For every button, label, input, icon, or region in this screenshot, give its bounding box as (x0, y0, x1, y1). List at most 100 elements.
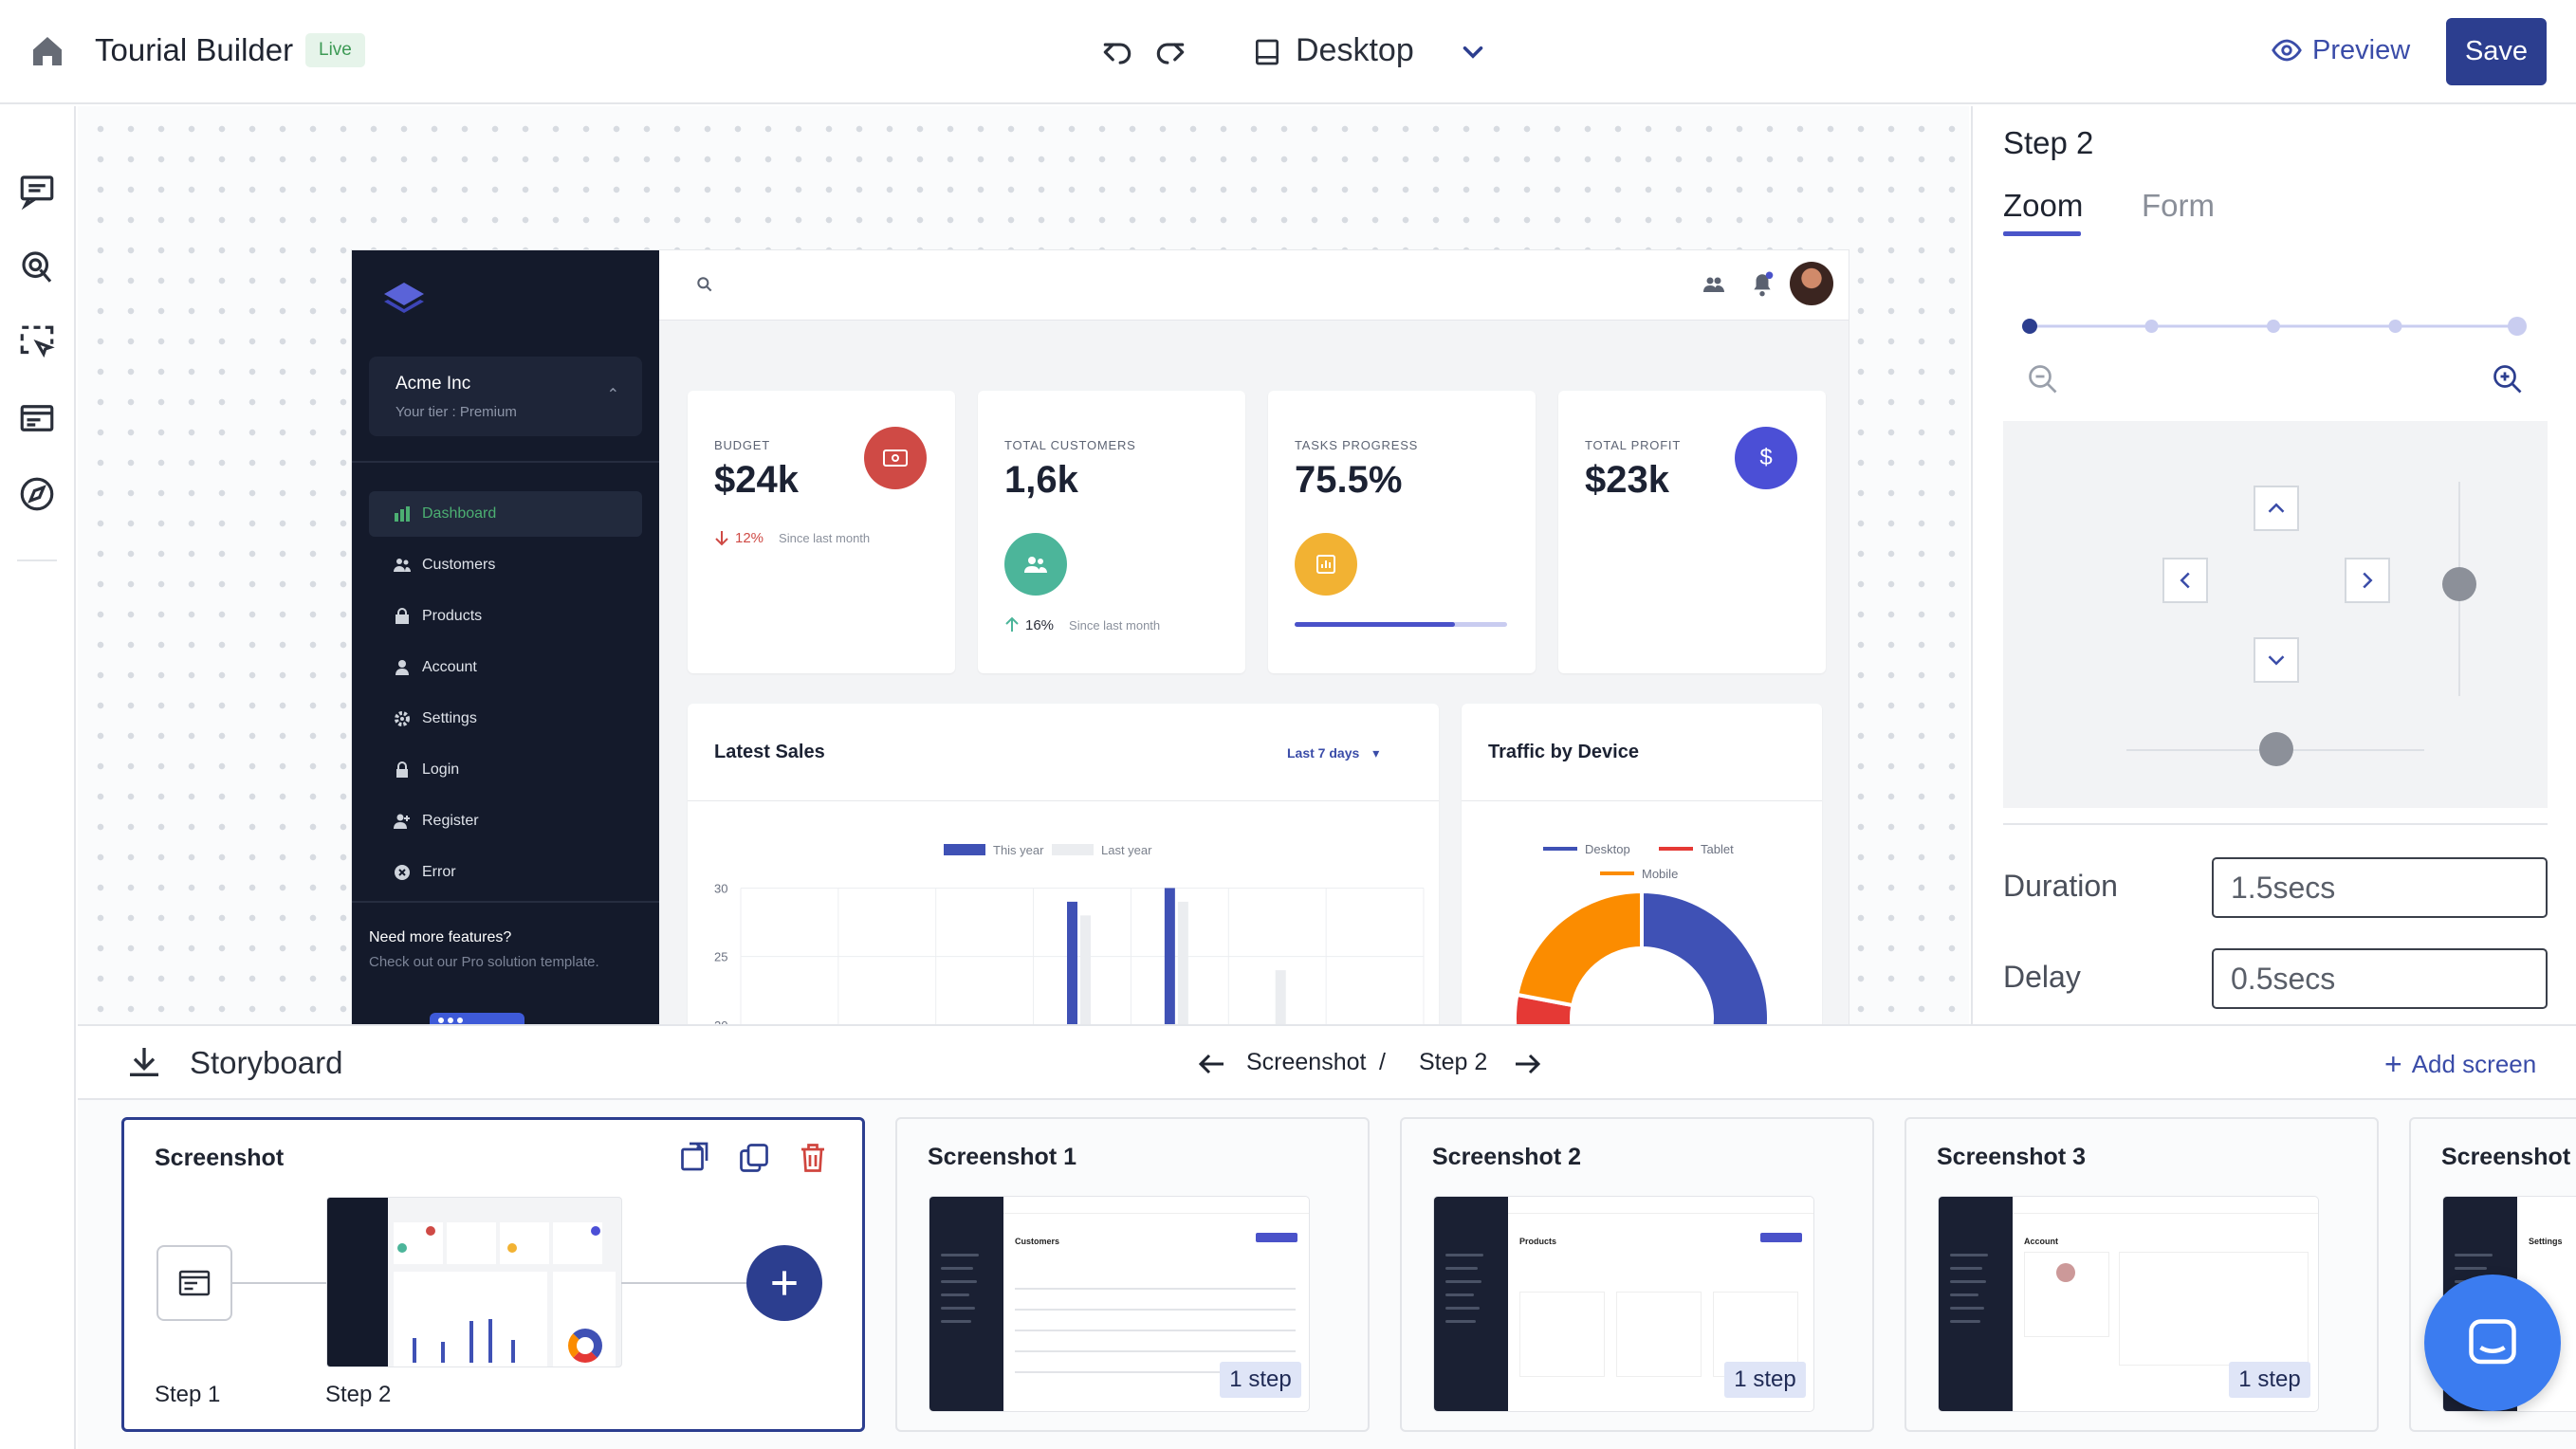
chevron-updown-icon: ⌃ (606, 387, 619, 403)
card-label: TASKS PROGRESS (1295, 438, 1419, 452)
nav-customers[interactable]: Customers (369, 542, 642, 588)
tab-form[interactable]: Form (2142, 188, 2215, 223)
budget-card: BUDGET $24k 12% Since last month (688, 391, 955, 673)
card-label: TOTAL PROFIT (1585, 438, 1682, 452)
home-icon[interactable] (28, 32, 66, 70)
tab-zoom[interactable]: Zoom (2003, 188, 2084, 223)
zoom-out-icon[interactable] (2026, 362, 2060, 396)
pan-down-button[interactable] (2254, 637, 2299, 683)
zoom-slider[interactable] (2018, 317, 2529, 336)
nav-label: Login (422, 761, 460, 778)
add-screen-button[interactable]: + Add screen (2384, 1047, 2536, 1082)
eye-icon (2272, 39, 2302, 62)
divider (688, 800, 1439, 801)
connector (621, 1282, 746, 1284)
screen-title: Screenshot (155, 1145, 285, 1171)
delay-input[interactable]: 0.5secs (2212, 948, 2548, 1009)
bag-icon (396, 608, 409, 624)
org-switcher[interactable]: Acme Inc Your tier : Premium ⌃ (369, 357, 642, 436)
select-area-icon[interactable] (17, 322, 57, 362)
zoom-in-icon[interactable] (2491, 362, 2525, 396)
chevron-up-icon (2268, 503, 2285, 513)
duration-input[interactable]: 1.5secs (2212, 857, 2548, 918)
horizontal-pan-handle[interactable] (2259, 732, 2293, 766)
hotspot-icon[interactable] (17, 247, 57, 286)
screen-title: Screenshot 1 (928, 1144, 1077, 1170)
navigate-icon[interactable] (17, 474, 57, 514)
pan-up-button[interactable] (2254, 486, 2299, 531)
breadcrumb-step[interactable]: Step 2 (1419, 1049, 1488, 1075)
nav-products[interactable]: Products (369, 594, 642, 639)
trash-icon[interactable] (796, 1141, 830, 1175)
vertical-pan-handle[interactable] (2442, 567, 2476, 601)
download-icon[interactable] (125, 1043, 163, 1081)
step-1-label: Step 1 (155, 1382, 221, 1407)
form-icon[interactable] (17, 398, 57, 438)
add-screen-label: Add screen (2411, 1050, 2537, 1078)
screen-card-active[interactable]: Screenshot (121, 1117, 865, 1432)
replace-icon[interactable] (678, 1141, 712, 1175)
gear-icon (395, 711, 410, 726)
nav-register[interactable]: Register (369, 798, 642, 844)
y-tick-label: 25 (714, 950, 727, 964)
pan-control (2003, 421, 2548, 808)
duration-label: Duration (2003, 869, 2118, 903)
avatar[interactable] (1790, 262, 1833, 305)
device-selector[interactable]: Desktop (1296, 32, 1414, 68)
screen-thumbnail: Products 1 step (1434, 1197, 1813, 1411)
zoom-stop (2508, 317, 2527, 336)
arrow-right-icon[interactable] (1510, 1047, 1544, 1081)
legend-label: This year (993, 843, 1044, 857)
sales-range-dropdown[interactable]: Last 7 days ▾ (1287, 745, 1379, 761)
chevron-down-icon[interactable] (1457, 36, 1489, 68)
zoom-stop (2388, 320, 2402, 333)
storyboard-title: Storyboard (190, 1045, 343, 1080)
arrow-up-icon (1005, 616, 1019, 632)
bell-icon[interactable] (1750, 271, 1775, 298)
trend-value: 16% (1025, 616, 1055, 633)
step-1-node[interactable] (156, 1245, 232, 1321)
desktop-icon[interactable] (1252, 36, 1282, 68)
zoom-handle (2022, 319, 2037, 334)
duplicate-icon[interactable] (737, 1141, 771, 1175)
zoom-stop (2144, 320, 2159, 333)
nav-label: Account (422, 659, 477, 675)
screen-card-2[interactable]: Screenshot 2 Products 1 step (1400, 1117, 1874, 1432)
nav-dashboard[interactable]: Dashboard (369, 491, 642, 537)
comment-icon[interactable] (17, 171, 57, 211)
org-name: Acme Inc (396, 374, 471, 394)
donut-slice (1515, 889, 1644, 1008)
editor-canvas[interactable]: Acme Inc Your tier : Premium ⌃ Dashboard… (78, 106, 1969, 1092)
screen-card-3[interactable]: Screenshot 3 Account 1 step (1904, 1117, 2379, 1432)
undo-icon[interactable] (1098, 34, 1136, 70)
arrow-left-icon[interactable] (1195, 1047, 1229, 1081)
contacts-icon[interactable] (1702, 273, 1725, 296)
add-step-button[interactable] (746, 1245, 822, 1321)
redo-icon[interactable] (1151, 34, 1189, 70)
legend-swatch-tablet (1659, 847, 1693, 851)
connector (232, 1282, 327, 1284)
chat-widget-button[interactable] (2424, 1275, 2561, 1411)
live-badge: Live (305, 33, 365, 67)
screenshot-mockup[interactable]: Acme Inc Your tier : Premium ⌃ Dashboard… (352, 250, 1849, 1092)
pan-left-button[interactable] (2162, 558, 2208, 603)
pan-right-button[interactable] (2345, 558, 2390, 603)
breadcrumb-screen[interactable]: Screenshot (1246, 1049, 1367, 1075)
traffic-title: Traffic by Device (1488, 742, 1639, 762)
storyboard-cards: Screenshot (78, 1100, 2576, 1449)
preview-button[interactable]: Preview (2271, 34, 2410, 66)
breadcrumb-separator: / (1379, 1049, 1386, 1075)
app-title: Tourial Builder (95, 32, 294, 67)
nav-label: Products (422, 608, 483, 624)
nav-error[interactable]: Error (369, 850, 642, 895)
step-2-thumbnail[interactable] (327, 1198, 621, 1366)
more-features-title: Need more features? (369, 929, 512, 945)
nav-account[interactable]: Account (369, 645, 642, 690)
screen-card-1[interactable]: Screenshot 1 Customers 1 step (895, 1117, 1370, 1432)
nav-login[interactable]: Login (369, 747, 642, 793)
save-button[interactable]: Save (2446, 18, 2547, 85)
more-features-subtitle: Check out our Pro solution template. (369, 954, 599, 970)
search-icon[interactable] (695, 275, 714, 294)
step-settings-panel: Step 2 Zoom Form Duration 1.5secs Delay … (1971, 106, 2576, 1024)
nav-settings[interactable]: Settings (369, 696, 642, 742)
